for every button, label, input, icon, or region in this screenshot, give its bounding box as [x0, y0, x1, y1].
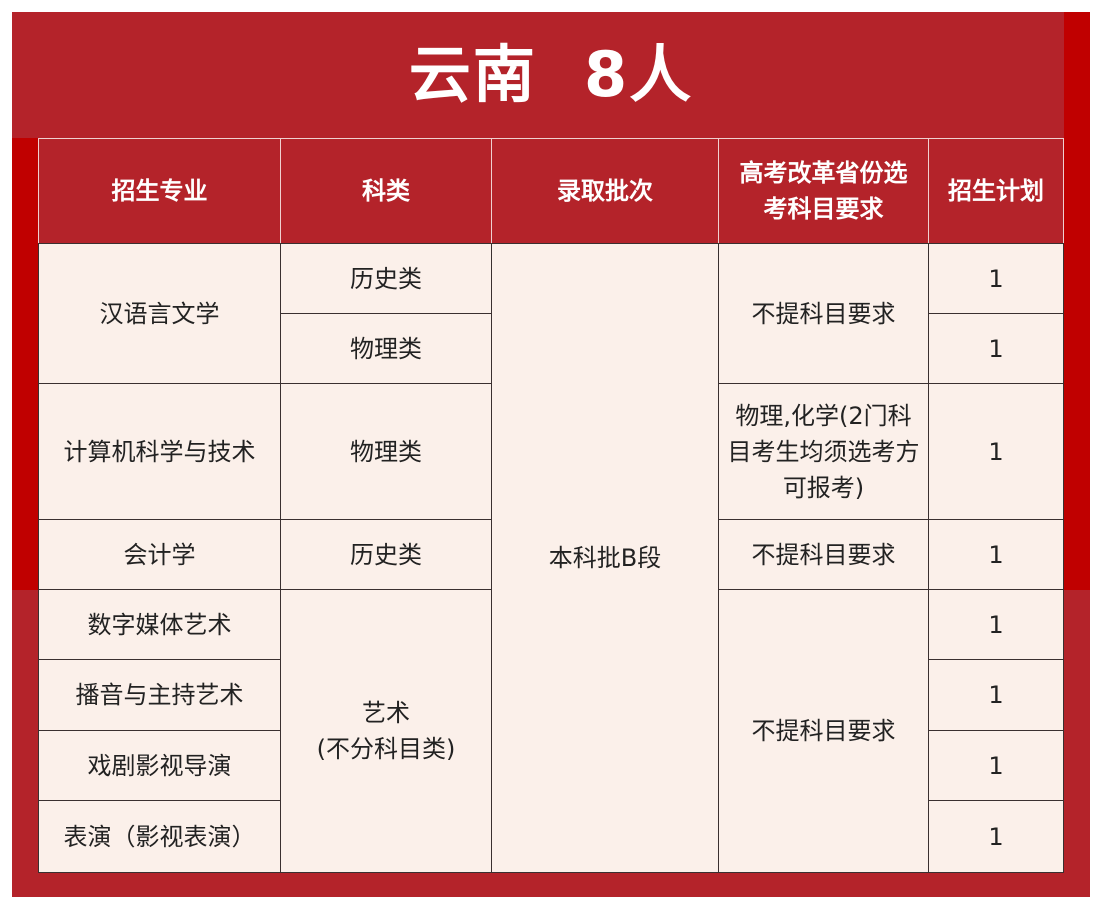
- batch-cell: 本科批B段: [491, 243, 719, 873]
- header-plan: 招生计划: [928, 138, 1064, 244]
- table-row: 播音与主持艺术 1: [38, 659, 1064, 731]
- plan-cell: 1: [928, 313, 1064, 384]
- admission-plan-table: 招生专业 科类 录取批次 高考改革省份选考科目要求 招生计划 汉语言文学 历史类…: [38, 138, 1064, 873]
- major-cell: 汉语言文学: [38, 243, 281, 384]
- plan-cell: 1: [928, 800, 1064, 873]
- category-cell: 历史类: [280, 243, 492, 314]
- header-row: 招生专业 科类 录取批次 高考改革省份选考科目要求 招生计划: [38, 138, 1064, 244]
- category-cell: 艺术 (不分科目类): [280, 589, 492, 873]
- requirement-cell: 物理,化学(2门科目考生均须选考方可报考): [718, 383, 929, 520]
- table-row: 会计学 历史类 不提科目要求 1: [38, 519, 1064, 590]
- requirement-cell: 不提科目要求: [718, 589, 929, 873]
- plan-cell: 1: [928, 383, 1064, 520]
- table-row: 物理类 1: [39, 313, 1064, 384]
- table-row: 数字媒体艺术 艺术 (不分科目类) 不提科目要求 1: [38, 589, 1064, 873]
- accent-strip-left: [12, 138, 38, 590]
- major-cell: 表演（影视表演）: [38, 800, 281, 873]
- major-cell: 戏剧影视导演: [38, 730, 281, 801]
- plan-cell: 1: [928, 730, 1064, 801]
- header-category: 科类: [280, 138, 492, 244]
- category-cell: 历史类: [280, 519, 492, 590]
- accent-strip-right: [1064, 12, 1090, 590]
- requirement-cell: 不提科目要求: [718, 519, 929, 590]
- plan-cell: 1: [928, 519, 1064, 590]
- table-row: 计算机科学与技术 物理类 物理,化学(2门科目考生均须选考方可报考) 1: [38, 383, 1064, 520]
- major-cell: 会计学: [38, 519, 281, 590]
- category-cell: 物理类: [280, 313, 492, 384]
- header-batch: 录取批次: [491, 138, 719, 244]
- major-cell: 数字媒体艺术: [38, 589, 281, 660]
- table-row: 表演（影视表演） 1: [38, 800, 1064, 873]
- page-title: 云南 8人: [408, 38, 694, 111]
- category-cell: 物理类: [280, 383, 492, 520]
- plan-cell: 1: [928, 589, 1064, 660]
- major-cell: 计算机科学与技术: [38, 383, 281, 520]
- header-requirement: 高考改革省份选考科目要求: [718, 138, 929, 244]
- requirement-cell: 不提科目要求: [718, 243, 929, 384]
- plan-cell: 1: [928, 243, 1064, 314]
- major-cell: 播音与主持艺术: [38, 659, 281, 731]
- table-row: 汉语言文学 历史类 本科批B段 不提科目要求 1: [38, 243, 1064, 873]
- plan-cell: 1: [928, 659, 1064, 731]
- header-major: 招生专业: [38, 138, 281, 244]
